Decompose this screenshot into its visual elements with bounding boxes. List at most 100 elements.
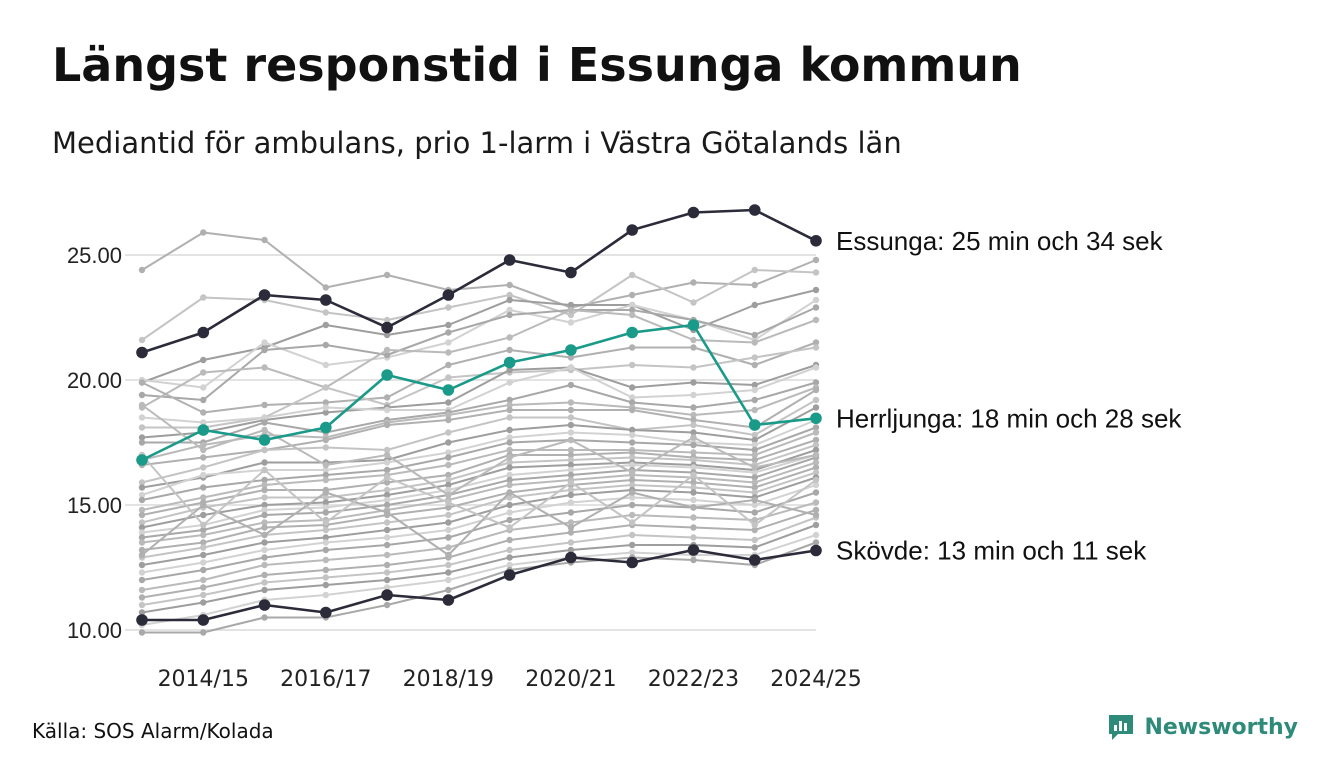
background-series-point xyxy=(445,454,452,461)
background-series-point xyxy=(445,399,452,406)
background-series-point xyxy=(138,479,146,486)
background-series-line xyxy=(141,516,817,606)
background-series-point xyxy=(751,501,758,509)
brand-logo[interactable]: Newsworthy xyxy=(1106,712,1298,742)
y-axis-ticks: 10.00 15.00 20.00 25.00 xyxy=(67,243,122,643)
background-series-point xyxy=(445,561,452,569)
background-series xyxy=(138,451,820,536)
background-series-point xyxy=(812,429,820,436)
background-series-point xyxy=(200,229,207,236)
background-series-point xyxy=(506,494,513,501)
background-series-point xyxy=(506,346,513,354)
background-series-point xyxy=(138,439,146,446)
background-series-point xyxy=(628,531,636,539)
background-series-point xyxy=(383,496,391,504)
series-skovde-point xyxy=(381,589,393,601)
background-series-point xyxy=(261,426,268,434)
background-series-point xyxy=(506,524,513,531)
background-series-point xyxy=(506,464,513,471)
background-series-point xyxy=(261,531,268,539)
background-series-point xyxy=(383,466,391,474)
background-series-point xyxy=(567,381,575,389)
background-series-point xyxy=(812,464,820,471)
background-series-point xyxy=(322,409,330,416)
series-essunga-point xyxy=(810,234,822,247)
background-series-point xyxy=(506,439,513,446)
background-series-line xyxy=(141,501,817,591)
background-series-point xyxy=(138,424,146,431)
background-series-point xyxy=(445,551,452,559)
series-skovde xyxy=(136,544,822,626)
background-series xyxy=(138,499,820,594)
background-series xyxy=(138,489,820,584)
background-series-point xyxy=(567,414,575,421)
background-series-point xyxy=(751,339,758,346)
background-series-point xyxy=(567,491,575,499)
background-series-point xyxy=(445,576,452,584)
background-series-point xyxy=(322,466,330,474)
background-series-point xyxy=(751,354,758,361)
background-series-point xyxy=(322,494,330,501)
background-series-point xyxy=(322,591,330,599)
background-series-point xyxy=(445,374,452,381)
background-series-point xyxy=(567,319,575,326)
background-series-line xyxy=(141,306,817,401)
background-series-point xyxy=(628,361,636,369)
series-herrljunga xyxy=(136,319,822,466)
series-essunga xyxy=(136,204,822,359)
background-series-point xyxy=(138,266,146,274)
background-series-point xyxy=(138,414,146,421)
background-series-point xyxy=(322,546,330,554)
background-series-point xyxy=(690,411,697,419)
background-series-point xyxy=(751,484,758,491)
background-series-point xyxy=(322,534,330,541)
background-series-point xyxy=(628,344,636,351)
background-series-point xyxy=(383,509,391,516)
series-skovde-point xyxy=(810,544,822,557)
background-series xyxy=(138,506,820,601)
background-series-point xyxy=(690,391,697,399)
background-series-line xyxy=(141,426,817,501)
background-series-point xyxy=(812,386,820,394)
background-series-point xyxy=(751,536,758,544)
series-skovde-point xyxy=(687,544,700,556)
background-series xyxy=(138,489,820,559)
background-series-point xyxy=(200,584,207,591)
background-series xyxy=(138,339,820,416)
background-series-point xyxy=(322,284,330,291)
series-essunga-point xyxy=(626,224,638,236)
background-series-point xyxy=(200,494,207,501)
background-series-point xyxy=(751,474,758,481)
background-series xyxy=(138,229,820,636)
series-label-essunga: Essunga: 25 min och 34 sek xyxy=(836,226,1164,256)
background-series-point xyxy=(690,449,697,456)
background-series-point xyxy=(383,501,391,509)
x-tick-label: 2020/21 xyxy=(525,667,616,692)
background-series-point xyxy=(628,426,636,434)
background-series-point xyxy=(445,481,452,489)
background-series-point xyxy=(200,539,207,546)
background-series-point xyxy=(261,511,268,519)
background-series-line xyxy=(141,454,817,534)
background-series-point xyxy=(567,509,575,516)
background-series-point xyxy=(567,436,575,444)
background-series-point xyxy=(751,396,758,404)
background-series-point xyxy=(200,501,207,509)
background-series-point xyxy=(200,384,207,391)
background-series-point xyxy=(445,534,452,541)
background-series xyxy=(138,304,820,404)
background-series-point xyxy=(812,441,820,449)
background-series-line xyxy=(141,399,817,484)
background-series-point xyxy=(690,404,697,411)
background-series-point xyxy=(506,554,513,561)
background-series-point xyxy=(628,384,636,391)
background-series-point xyxy=(322,471,330,479)
background-series-point xyxy=(812,521,820,529)
background-series-point xyxy=(261,414,268,421)
background-series-point xyxy=(628,469,636,476)
background-series-point xyxy=(567,519,575,526)
background-series-point xyxy=(812,269,820,276)
background-series-line xyxy=(141,471,817,559)
background-series-line xyxy=(142,381,817,444)
background-series-point xyxy=(690,534,697,541)
